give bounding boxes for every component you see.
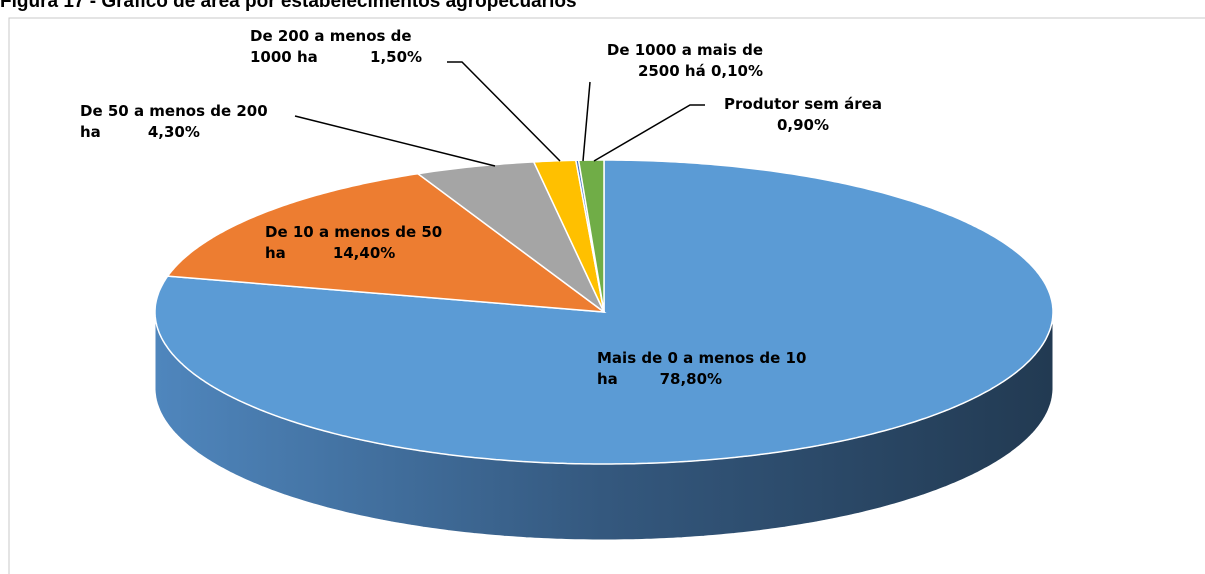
data-label: De 50 a menos de 200 ha 4,30% <box>80 101 298 143</box>
pie-slice <box>416 161 605 313</box>
category-label: De 50 a menos de 200 ha <box>80 102 268 141</box>
value-label: 1,50% <box>370 48 423 66</box>
category-label: De 1000 a mais de 2500 há <box>606 41 763 80</box>
pie-slice <box>577 159 605 313</box>
leader-line <box>593 104 705 162</box>
category-label: Mais de 0 a menos de 10 ha <box>597 349 807 388</box>
data-label: Mais de 0 a menos de 10 ha 78,80% <box>597 348 812 390</box>
value-label: 78,80% <box>659 370 723 388</box>
value-label: 0,90% <box>776 116 830 134</box>
category-label: Produtor sem área <box>724 95 882 113</box>
leader-line <box>582 81 591 162</box>
leader-line <box>447 61 561 162</box>
data-label: De 10 a menos de 50 ha 14,40% <box>265 222 475 264</box>
category-label: De 10 a menos de 50 ha <box>265 223 443 262</box>
chart-title: Figura 17 - Gráfico de área por estabele… <box>0 0 577 12</box>
frame <box>8 17 1205 574</box>
value-label: 14,40% <box>332 244 396 262</box>
value-label: 0,10% <box>710 62 763 80</box>
category-label: De 200 a menos de 1000 ha <box>250 27 412 66</box>
pie-slice <box>532 159 605 313</box>
pie-slice <box>166 172 607 313</box>
data-label: Produtor sem área 0,90% <box>708 94 898 136</box>
value-label: 4,30% <box>147 123 200 141</box>
leader-line <box>294 115 496 167</box>
data-label: De 200 a menos de 1000 ha 1,50% <box>250 26 450 68</box>
data-label: De 1000 a mais de 2500 há 0,10% <box>568 40 763 82</box>
